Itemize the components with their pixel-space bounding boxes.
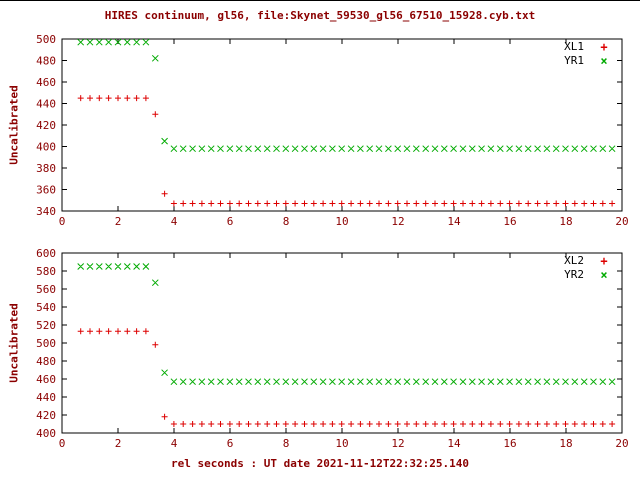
tick-labels: 0 2 4 6 8 10 12 14 16 18 20 400 420 440 460 480 500 520 54… (36, 247, 629, 450)
y-tick-label: 500 (36, 33, 56, 46)
x-tick-label: 16 (503, 437, 516, 450)
x-tick-label: 16 (503, 215, 516, 228)
y-tick-label: 520 (36, 319, 56, 332)
y-tick-label: 400 (36, 427, 56, 440)
y-axis-label-bottom: Uncalibrated (7, 303, 21, 383)
plus-marker-icon: + (600, 39, 608, 54)
y-tick-label: 440 (36, 98, 56, 111)
legend-label-xl2: XL2 (564, 254, 584, 267)
y-tick-label: 440 (36, 391, 56, 404)
legend-entry-xl2: XL2 + (564, 254, 610, 267)
x-tick-label: 6 (227, 437, 234, 450)
x-tick-label: 8 (283, 215, 290, 228)
x-tick-label: 4 (171, 437, 178, 450)
y-tick-label: 580 (36, 265, 56, 278)
x-tick-label: 18 (559, 437, 572, 450)
y-tick-label: 460 (36, 373, 56, 386)
x-tick-label: 14 (447, 437, 461, 450)
y-tick-label: 500 (36, 337, 56, 350)
y-tick-label: 600 (36, 247, 56, 260)
x-tick-label: 14 (447, 215, 461, 228)
y-tick-label: 480 (36, 55, 56, 68)
plus-marker-icon: + (600, 253, 608, 268)
cross-marker-icon: × (600, 53, 608, 68)
y-tick-label: 540 (36, 301, 56, 314)
legend-top-panel: XL1 + YR1 × (564, 40, 610, 67)
y-tick-label: 340 (36, 205, 56, 218)
series-yr2-points (77, 263, 616, 386)
tick-labels: 0 2 4 6 8 10 12 14 16 18 20 340 360 380 400 420 440 460 48… (36, 33, 629, 228)
legend-entry-xl1: XL1 + (564, 40, 610, 53)
y-tick-label: 400 (36, 141, 56, 154)
series-xl2-points (77, 328, 616, 427)
x-tick-label: 10 (335, 437, 348, 450)
y-tick-label: 360 (36, 184, 56, 197)
plot-border (61, 252, 623, 434)
x-tick-label: 2 (115, 437, 122, 450)
legend-entry-yr2: YR2 × (564, 268, 610, 281)
panel-top: 0 2 4 6 8 10 12 14 16 18 20 340 360 380 400 420 440 460 48… (36, 33, 629, 228)
x-tick-label: 20 (615, 215, 628, 228)
legend-label-yr1: YR1 (564, 54, 584, 67)
y-tick-label: 420 (36, 409, 56, 422)
x-tick-label: 0 (59, 437, 66, 450)
y-tick-label: 460 (36, 76, 56, 89)
cross-marker-icon: × (600, 267, 608, 282)
legend-entry-yr1: YR1 × (564, 54, 610, 67)
series-xl1-points (77, 95, 616, 207)
chart-title: HIRES continuum, gl56, file:Skynet_59530… (104, 9, 536, 22)
x-tick-label: 6 (227, 215, 234, 228)
panel-bottom: 0 2 4 6 8 10 12 14 16 18 20 400 420 440 460 480 500 520 54… (36, 247, 629, 450)
legend-label-xl1: XL1 (564, 40, 584, 53)
legend-bottom-panel: XL2 + YR2 × (564, 254, 610, 281)
x-tick-label: 10 (335, 215, 348, 228)
series-yr1-points (77, 38, 616, 153)
x-axis-label: rel seconds : UT date 2021-11-12T22:32:2… (170, 457, 469, 470)
x-tick-label: 4 (171, 215, 178, 228)
y-tick-label: 420 (36, 119, 56, 132)
y-axis-label-top: Uncalibrated (7, 85, 21, 165)
x-tick-label: 2 (115, 215, 122, 228)
x-tick-label: 18 (559, 215, 572, 228)
plot-border (61, 38, 623, 212)
x-tick-label: 12 (391, 437, 404, 450)
tick-marks (61, 252, 623, 434)
legend-label-yr2: YR2 (564, 268, 584, 281)
y-tick-label: 560 (36, 283, 56, 296)
x-tick-label: 8 (283, 437, 290, 450)
y-tick-label: 380 (36, 162, 56, 175)
x-tick-label: 12 (391, 215, 404, 228)
x-tick-label: 0 (59, 215, 66, 228)
y-tick-label: 480 (36, 355, 56, 368)
x-tick-label: 20 (615, 437, 628, 450)
tick-marks (61, 38, 623, 212)
